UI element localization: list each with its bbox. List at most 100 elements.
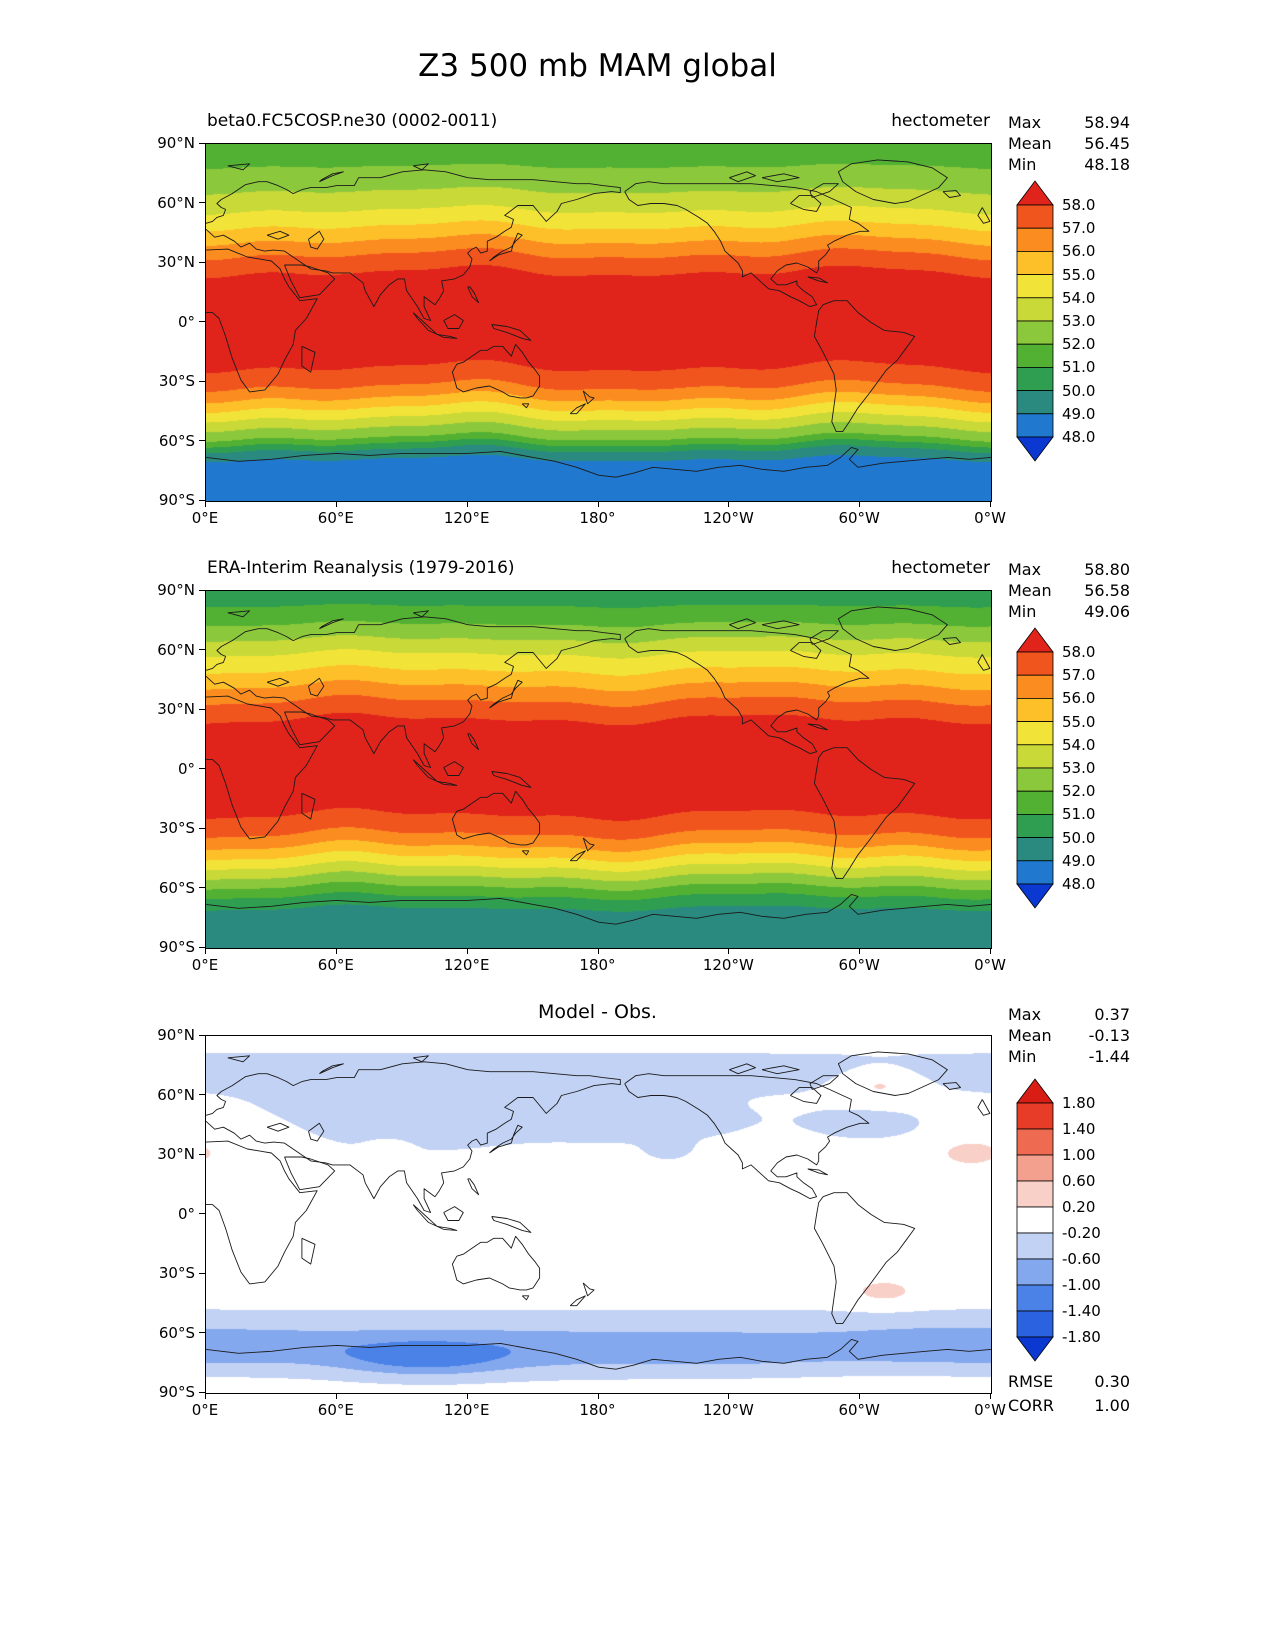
y-tick-label: 30°S xyxy=(158,819,195,837)
colorbar-diff xyxy=(1016,1078,1054,1362)
x-tick-label: 0°E xyxy=(191,1401,219,1419)
y-tick-mark xyxy=(199,589,205,591)
coastline-path xyxy=(489,679,523,709)
x-tick-label: 0°W xyxy=(974,956,1006,974)
coastline-path xyxy=(436,780,458,786)
colorbar-tick-label: 48.0 xyxy=(1062,875,1096,893)
map-diff xyxy=(205,1035,992,1394)
stat-label-mean: Mean xyxy=(1008,134,1052,153)
x-tick-mark xyxy=(335,1394,337,1399)
colorbar-tick-label: 1.80 xyxy=(1062,1094,1096,1112)
coastline-path xyxy=(227,163,251,171)
coastline-path xyxy=(319,171,344,183)
y-tick-mark xyxy=(199,649,205,650)
y-tick-label: 60°N xyxy=(157,640,195,659)
coastline-path xyxy=(443,1206,464,1221)
y-tick-mark xyxy=(199,499,205,501)
coastline-path xyxy=(308,230,325,250)
coastline-path xyxy=(942,637,961,645)
x-tick-label: 0°E xyxy=(191,956,219,974)
coastline-path xyxy=(206,1338,991,1370)
coastline-path xyxy=(813,1192,916,1325)
coastline-path xyxy=(451,1235,541,1291)
coastline-path xyxy=(467,1178,480,1196)
stat-max: Max 58.80 xyxy=(1008,560,1130,580)
y-tick-mark xyxy=(199,1153,205,1155)
coastline-path xyxy=(813,300,916,433)
coastline-path xyxy=(624,628,870,755)
colorbar-tick-label: 53.0 xyxy=(1062,312,1096,330)
colorbar-tick-label: 1.00 xyxy=(1062,1146,1096,1164)
stat-label-max: Max xyxy=(1008,560,1042,579)
stat-value-mean: 56.58 xyxy=(1084,581,1130,600)
colorbar-obs xyxy=(1016,627,1054,909)
colorbar-tick-label: 57.0 xyxy=(1062,666,1096,685)
colorbar-tick-label: -1.00 xyxy=(1062,1276,1101,1294)
stat-label-max: Max xyxy=(1008,1005,1042,1024)
y-tick-label: 90°S xyxy=(158,938,195,956)
coastline-path xyxy=(761,1065,800,1075)
y-tick-mark xyxy=(199,1213,205,1214)
stat-label-min: Min xyxy=(1008,602,1037,621)
y-tick-label: 60°S xyxy=(158,431,195,450)
y-tick-label: 0° xyxy=(177,312,195,331)
coastline-path xyxy=(301,792,316,820)
colorbar-tick-label: 53.0 xyxy=(1062,759,1096,777)
colorbar-tick-label: 56.0 xyxy=(1062,242,1096,261)
coastline-path xyxy=(582,390,595,405)
x-tick-label: 60°W xyxy=(838,956,880,974)
coastline-path xyxy=(790,642,822,659)
coastline-path xyxy=(521,1295,530,1301)
colorbar-tick-label: 58.0 xyxy=(1062,196,1096,214)
panel-title-model: beta0.FC5COSP.ne30 (0002-0011) xyxy=(207,111,498,131)
coastline-path xyxy=(206,695,318,840)
y-tick-mark xyxy=(199,708,205,710)
x-tick-label: 120°W xyxy=(702,956,754,974)
x-tick-mark xyxy=(597,1394,599,1399)
stat-label-mean: Mean xyxy=(1008,1026,1052,1045)
y-tick-label: 90°N xyxy=(157,134,195,152)
y-tick-label: 30°S xyxy=(158,372,195,390)
colorbar-tick-label: -0.20 xyxy=(1062,1224,1101,1242)
coastline-overlay xyxy=(206,159,991,478)
coastline-path xyxy=(412,1204,438,1227)
panel-title-diff: Model - Obs. xyxy=(538,1001,657,1023)
colorbar-tick-label: 54.0 xyxy=(1062,735,1096,754)
coastline-path xyxy=(521,403,530,409)
coastline-path xyxy=(451,790,541,846)
panel-title-obs: ERA-Interim Reanalysis (1979-2016) xyxy=(207,558,515,578)
x-tick-mark xyxy=(859,949,861,954)
colorbar-tick-label: 50.0 xyxy=(1062,828,1096,847)
colorbar-tick-label: 57.0 xyxy=(1062,219,1096,238)
y-tick-label: 60°S xyxy=(158,878,195,897)
y-tick-mark xyxy=(199,1094,205,1095)
colorbar-tick-label: 51.0 xyxy=(1062,358,1096,377)
colorbar-tick-label: 51.0 xyxy=(1062,805,1096,824)
stat-min: Min 49.06 xyxy=(1008,602,1130,622)
x-tick-mark xyxy=(728,1394,730,1399)
coastline-path xyxy=(491,771,532,788)
map-canvas-obs xyxy=(206,591,991,948)
stat-max: Max 58.94 xyxy=(1008,113,1130,133)
colorbar-tick-label: 55.0 xyxy=(1062,265,1096,284)
y-tick-label: 90°N xyxy=(157,581,195,599)
y-tick-mark xyxy=(199,887,205,888)
coastline-path xyxy=(206,616,621,768)
y-tick-label: 60°S xyxy=(158,1323,195,1342)
stat-mean: Mean -0.13 xyxy=(1008,1026,1130,1046)
coastline-path xyxy=(790,195,822,212)
x-tick-label: 120°E xyxy=(443,509,490,527)
coastline-path xyxy=(284,711,336,746)
coastline-path xyxy=(942,1082,961,1090)
coastline-path xyxy=(206,248,318,393)
y-tick-label: 60°N xyxy=(157,193,195,212)
stat-max: Max 0.37 xyxy=(1008,1005,1130,1025)
y-tick-label: 0° xyxy=(177,759,195,778)
coastline-path xyxy=(301,1237,316,1265)
x-tick-label: 60°E xyxy=(317,509,354,527)
coastline-path xyxy=(582,837,595,852)
colorbar-tick-label: -0.60 xyxy=(1062,1250,1101,1268)
colorbar-tick-label: 58.0 xyxy=(1062,643,1096,661)
y-tick-mark xyxy=(199,321,205,322)
coastline-path xyxy=(308,677,325,697)
